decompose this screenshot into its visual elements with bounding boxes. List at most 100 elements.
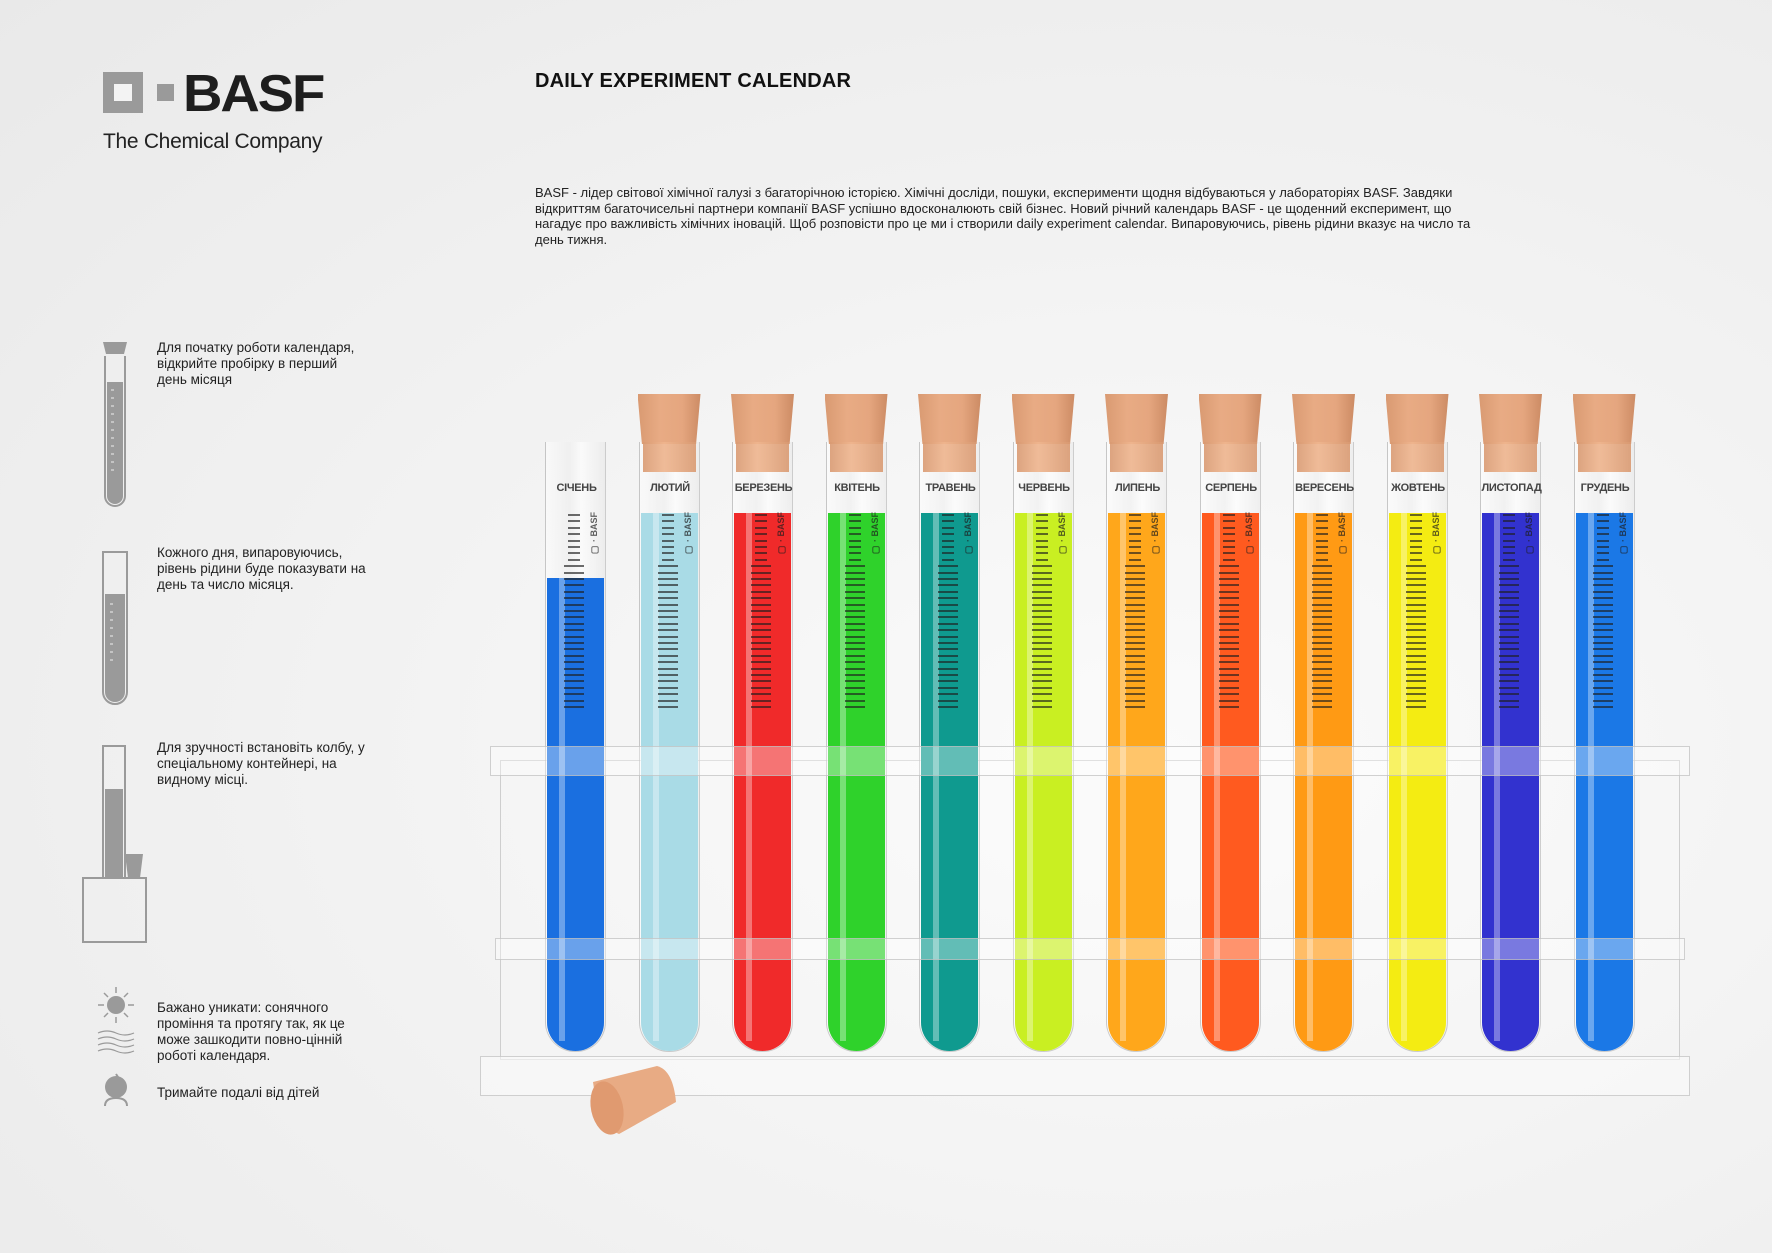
scale-tick — [844, 654, 865, 657]
day-scale — [835, 514, 878, 714]
scale-tick — [848, 533, 861, 536]
cork-stopper[interactable] — [637, 394, 701, 444]
scale-tick — [1031, 648, 1052, 651]
day-scale — [1583, 514, 1626, 714]
fallen-cork[interactable] — [585, 1060, 695, 1140]
test-tube-1[interactable]: ▢ · BASF СІЧЕНЬ — [545, 442, 606, 1052]
scale-tick — [1218, 610, 1239, 612]
cork-stopper[interactable] — [1105, 394, 1168, 444]
cork-stopper[interactable] — [918, 394, 981, 444]
scale-tick — [938, 674, 958, 676]
cork-stopper[interactable] — [1572, 394, 1636, 444]
scale-tick — [1499, 642, 1519, 644]
scale-tick — [564, 610, 584, 612]
scale-tick — [568, 533, 580, 536]
liquid-level — [1014, 513, 1072, 1051]
scale-tick — [751, 597, 771, 600]
scale-tick — [1218, 616, 1239, 619]
scale-tick — [942, 552, 954, 555]
cork-stopper[interactable] — [1385, 394, 1449, 444]
scale-tick — [661, 520, 674, 523]
scale-tick — [938, 648, 958, 651]
scale-tick — [1312, 699, 1332, 702]
test-tube-8[interactable]: ▢ · BASF СЕРПЕНЬ — [1198, 394, 1262, 1052]
month-label: ЛЮТИЙ — [650, 482, 690, 494]
instruction-1: Для початку роботи календаря, відкрийте … — [157, 340, 355, 387]
scale-tick — [751, 661, 771, 664]
cork-stopper-base — [1297, 442, 1350, 472]
liquid-level — [1575, 513, 1633, 1051]
cork-stopper[interactable] — [1292, 394, 1355, 444]
scale-tick — [1596, 546, 1609, 548]
scale-tick — [657, 610, 678, 612]
scale-tick — [1499, 693, 1519, 696]
scale-tick — [564, 590, 584, 593]
cork-stopper[interactable] — [1198, 394, 1262, 444]
scale-tick — [755, 514, 767, 516]
instruction-4: Бажано уникати: сонячного проміння та пр… — [157, 1000, 345, 1063]
month-label: КВІТЕНЬ — [834, 482, 880, 494]
scale-tick — [1405, 654, 1426, 657]
test-tube-10[interactable]: ▢ · BASF ЖОВТЕНЬ — [1385, 394, 1449, 1052]
test-tube-12[interactable]: ▢ · BASF ГРУДЕНЬ — [1572, 394, 1636, 1052]
scale-tick — [1405, 680, 1426, 683]
cork-stopper[interactable] — [1479, 394, 1542, 444]
scale-tick — [1312, 622, 1332, 625]
scale-tick — [657, 622, 678, 625]
scale-tick — [844, 565, 865, 568]
test-tube-5[interactable]: ▢ · BASF ТРАВЕНЬ — [918, 394, 981, 1052]
scale-tick — [1031, 686, 1052, 689]
scale-tick — [564, 648, 584, 651]
test-tube-3[interactable]: ▢ · BASF БЕРЕЗЕНЬ — [731, 394, 794, 1052]
scale-tick — [1405, 610, 1426, 612]
scale-tick — [1405, 565, 1426, 568]
scale-tick — [1125, 693, 1145, 696]
scale-tick — [844, 610, 865, 612]
scale-tick — [564, 661, 584, 664]
scale-tick — [1312, 584, 1332, 587]
test-tube-2[interactable]: ▢ · BASF ЛЮТИЙ — [637, 394, 701, 1052]
scale-tick — [1405, 648, 1426, 651]
tube-glass: ▢ · BASF ВЕРЕСЕНЬ — [1293, 442, 1354, 1052]
scale-tick — [938, 565, 958, 568]
tube-basf-mark: ▢ · BASF — [963, 512, 973, 555]
scale-tick — [1592, 680, 1613, 683]
cork-stopper[interactable] — [824, 394, 888, 444]
test-tube-11[interactable]: ▢ · BASF ЛИСТОПАД — [1479, 394, 1542, 1052]
scale-tick — [1592, 686, 1613, 689]
scale-tick — [661, 514, 674, 516]
scale-tick — [844, 571, 865, 574]
scale-tick — [942, 558, 954, 561]
scale-tick — [1218, 642, 1239, 644]
scale-tick — [751, 648, 771, 651]
scale-tick — [1218, 680, 1239, 683]
scale-tick — [1312, 661, 1332, 664]
child-icon — [104, 1073, 128, 1107]
liquid-level — [734, 513, 791, 1051]
scale-tick — [1312, 642, 1332, 644]
open-tube-icon — [102, 551, 128, 705]
scale-tick — [1125, 635, 1145, 638]
cork-stopper[interactable] — [731, 394, 794, 444]
test-tube-4[interactable]: ▢ · BASF КВІТЕНЬ — [824, 394, 888, 1052]
scale-tick — [1312, 616, 1332, 619]
test-tube-6[interactable]: ▢ · BASF ЧЕРВЕНЬ — [1011, 394, 1075, 1052]
scale-tick — [1405, 706, 1426, 708]
scale-tick — [751, 584, 771, 587]
cork-stopper[interactable] — [1011, 394, 1075, 444]
scale-tick — [1125, 706, 1145, 708]
scale-tick — [1405, 635, 1426, 638]
scale-tick — [1129, 539, 1141, 542]
scale-tick — [564, 642, 584, 644]
scale-tick — [1316, 520, 1328, 523]
scale-tick — [564, 629, 584, 632]
scale-tick — [1596, 514, 1609, 516]
scale-tick — [1031, 680, 1052, 683]
cork-stopper-base — [1016, 442, 1070, 472]
test-tube-9[interactable]: ▢ · BASF ВЕРЕСЕНЬ — [1292, 394, 1355, 1052]
test-tube-7[interactable]: ▢ · BASF ЛИПЕНЬ — [1105, 394, 1168, 1052]
scale-tick — [1218, 699, 1239, 702]
scale-tick — [751, 667, 771, 670]
tube-basf-mark: ▢ · BASF — [1524, 512, 1534, 555]
scale-tick — [1316, 552, 1328, 555]
